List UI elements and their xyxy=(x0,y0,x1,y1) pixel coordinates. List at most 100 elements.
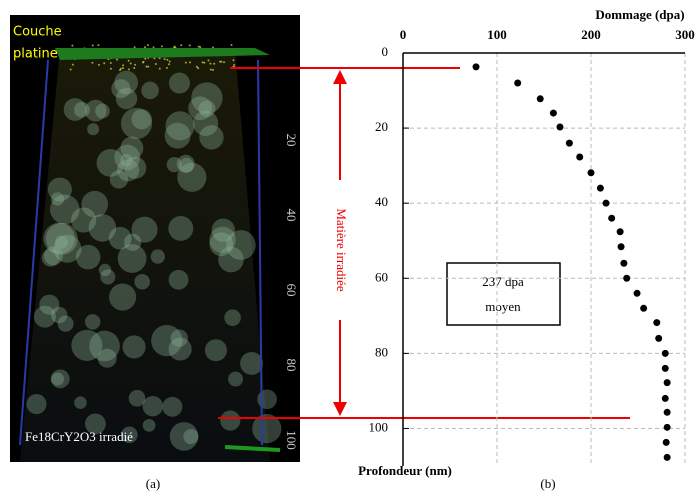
texture-dot xyxy=(109,62,112,65)
texture-blob xyxy=(114,70,139,95)
texture-blob xyxy=(84,99,107,122)
annotation: 237 dpa xyxy=(482,274,524,289)
texture-dot xyxy=(230,44,233,47)
texture-dot xyxy=(109,67,112,70)
texture-dot xyxy=(195,65,198,68)
data-point xyxy=(653,319,661,327)
texture-blob xyxy=(168,215,194,241)
texture-blob xyxy=(84,314,101,330)
data-point xyxy=(617,243,625,251)
texture-blob xyxy=(168,72,190,94)
data-point xyxy=(640,304,648,312)
texture-blob xyxy=(117,244,147,273)
image-scale-label: 60 xyxy=(284,284,299,297)
texture-dot xyxy=(146,44,149,47)
data-point xyxy=(565,139,573,147)
texture-blob xyxy=(188,96,213,121)
data-point xyxy=(587,169,595,177)
texture-blob xyxy=(162,396,183,417)
texture-dot xyxy=(168,60,171,63)
texture-dot xyxy=(233,63,236,66)
texture-blob xyxy=(183,429,199,445)
texture-blob xyxy=(252,414,282,444)
data-point xyxy=(655,334,663,342)
texture-dot xyxy=(121,67,124,70)
texture-dot xyxy=(207,59,210,62)
texture-blob xyxy=(164,122,191,149)
texture-blob xyxy=(120,136,144,160)
texture-blob xyxy=(220,410,241,431)
texture-blob xyxy=(150,249,165,264)
texture-dot xyxy=(152,46,155,49)
texture-blob xyxy=(108,226,132,250)
texture-dot xyxy=(91,44,94,47)
texture-blob xyxy=(198,100,216,118)
texture-dot xyxy=(163,58,166,61)
x-tick-label: 300 xyxy=(675,27,695,42)
texture-dot xyxy=(213,62,216,65)
texture-dot xyxy=(180,44,183,47)
texture-dot xyxy=(154,62,157,65)
texture-dot xyxy=(201,61,204,64)
texture-dot xyxy=(160,45,163,48)
texture-blob xyxy=(224,309,241,327)
texture-blob xyxy=(57,315,74,332)
texture-dot xyxy=(91,61,94,64)
texture-blob xyxy=(33,305,56,328)
texture-dot xyxy=(119,68,122,71)
texture-blob xyxy=(134,273,150,290)
texture xyxy=(26,44,282,451)
texture-blob xyxy=(47,177,72,202)
data-point xyxy=(661,349,669,357)
texture-blob xyxy=(177,162,207,192)
image-caption: Fe18CrY2O3 irradié xyxy=(25,429,133,444)
x-tick-label: 100 xyxy=(487,27,507,42)
texture-dot xyxy=(189,61,192,64)
data-point xyxy=(608,214,616,222)
texture-blob xyxy=(74,396,87,409)
texture-blob xyxy=(211,218,236,242)
arrow-head xyxy=(333,402,347,416)
data-point xyxy=(662,438,670,446)
texture-blob xyxy=(98,263,112,277)
texture-blob xyxy=(54,235,68,249)
texture-blob xyxy=(97,348,117,368)
texture-dot xyxy=(199,46,202,49)
texture-blob xyxy=(193,110,219,136)
data-point xyxy=(602,199,610,207)
data-point xyxy=(576,153,584,161)
tip-volume xyxy=(20,50,270,462)
data-point xyxy=(663,453,671,461)
texture-blob xyxy=(141,81,159,100)
texture-blob xyxy=(116,159,140,182)
texture-dot xyxy=(115,58,118,61)
x-axis-title: Dommage (dpa) xyxy=(595,7,684,22)
texture-blob xyxy=(168,337,192,361)
texture-blob xyxy=(120,154,133,167)
y-tick-label: 80 xyxy=(375,344,388,359)
bottom-layer xyxy=(224,445,281,452)
y-tick-label: 60 xyxy=(375,269,388,284)
data-point xyxy=(663,423,671,431)
texture-dot xyxy=(223,61,226,64)
texture-dot xyxy=(127,59,130,62)
texture-dot xyxy=(212,68,215,71)
texture-blob xyxy=(50,192,65,206)
texture-blob xyxy=(124,156,147,179)
texture-dot xyxy=(145,65,148,68)
texture-blob xyxy=(96,149,125,177)
texture-dot xyxy=(219,60,222,63)
texture-blob xyxy=(170,329,188,347)
texture-dot xyxy=(147,65,150,68)
texture-blob xyxy=(123,233,142,251)
texture-blob xyxy=(240,351,264,375)
texture-blob xyxy=(85,413,106,435)
texture-blob xyxy=(95,103,110,119)
texture-dot xyxy=(168,63,171,66)
data-point xyxy=(661,394,669,402)
texture-dot xyxy=(211,46,214,49)
texture-blob xyxy=(50,369,70,389)
texture-blob xyxy=(228,371,243,387)
image-scale-label: 100 xyxy=(284,430,299,450)
